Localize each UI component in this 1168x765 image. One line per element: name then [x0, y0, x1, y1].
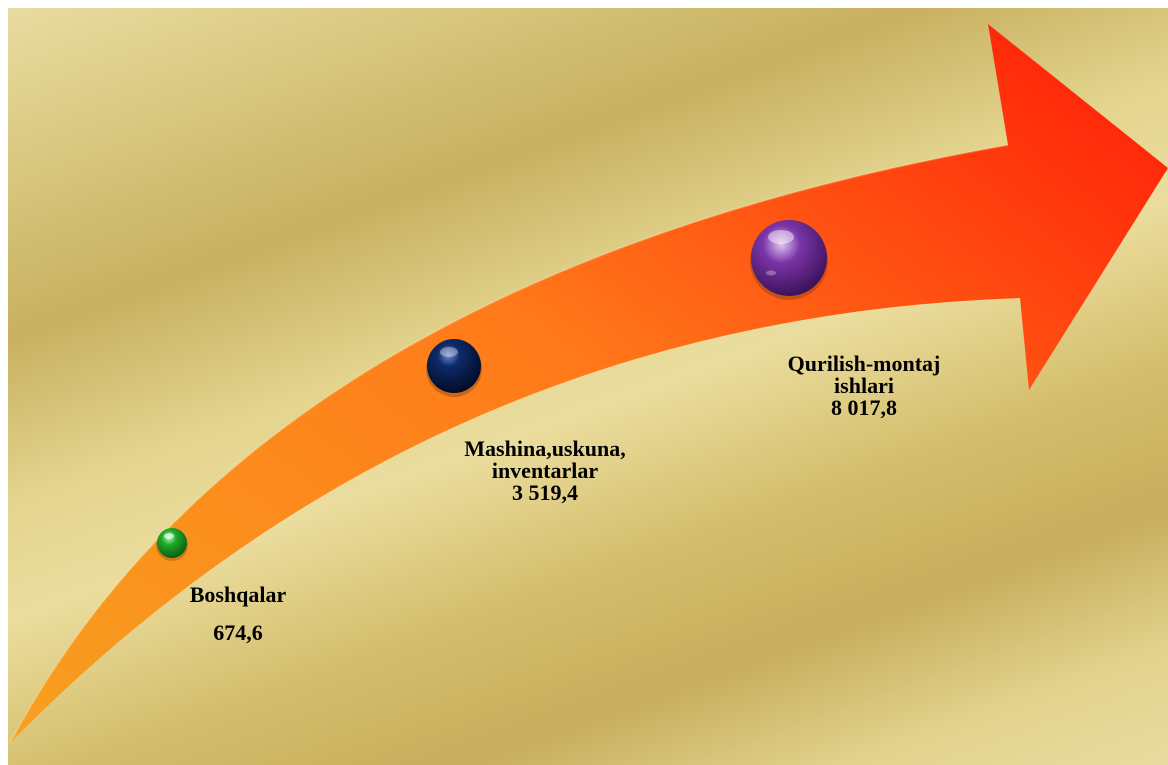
- navy-sphere-icon: [426, 339, 482, 397]
- label-mashina-uskuna: Mashina,uskuna, inventarlar 3 519,4: [425, 438, 665, 504]
- item-value: 3 519,4: [512, 480, 578, 505]
- item-name-line: Mashina,uskuna,: [464, 436, 626, 461]
- item-name-line: Boshqalar: [189, 582, 287, 607]
- item-name-line: Qurilish-montaj: [787, 351, 941, 376]
- item-value: 674,6: [213, 620, 263, 645]
- green-sphere-icon: [156, 528, 188, 561]
- purple-sphere-icon: [750, 220, 828, 300]
- item-name-line: ishlari: [834, 373, 894, 398]
- label-qurilish-montaj: Qurilish-montaj ishlari 8 017,8: [764, 353, 964, 419]
- item-value: 8 017,8: [831, 395, 897, 420]
- arrow-body: [10, 24, 1168, 743]
- arrow-highlight: [9, 144, 1009, 744]
- label-boshqalar: Boshqalar 674,6: [173, 584, 303, 644]
- growth-arrow-diagram: [9, 24, 1168, 744]
- item-name-line: inventarlar: [491, 458, 599, 483]
- gold-background: Boshqalar 674,6 Mashina,uskuna, inventar…: [8, 8, 1168, 765]
